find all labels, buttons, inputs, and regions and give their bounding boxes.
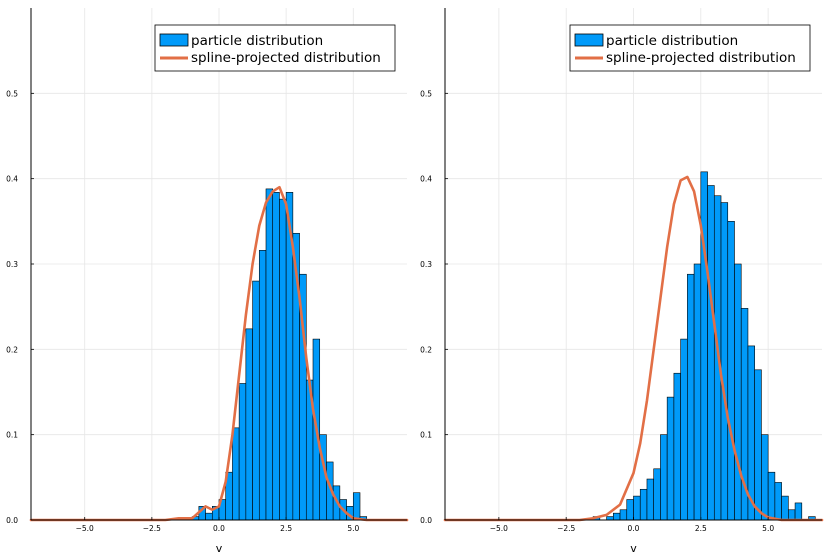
histogram-bar <box>653 468 661 521</box>
histogram-bar <box>734 263 742 521</box>
histogram-bar <box>720 202 729 521</box>
histogram-bar <box>727 221 735 521</box>
histogram-bar <box>626 499 634 521</box>
y-tick-label: 0.4 <box>6 175 18 184</box>
histogram-bar <box>238 383 247 521</box>
x-tick-label: −5.0 <box>490 524 508 533</box>
y-tick-label: 0.2 <box>6 345 18 354</box>
histogram-bar <box>754 369 762 521</box>
y-tick-label: 0.4 <box>420 175 432 184</box>
histogram-bar <box>272 192 280 521</box>
histogram-bar <box>639 488 648 521</box>
x-axis-label: v <box>216 542 223 554</box>
histogram-bar <box>633 495 641 521</box>
histogram-bar <box>660 434 668 521</box>
legend-label-spline: spline-projected distribution <box>191 50 381 66</box>
y-tick-label: 0.3 <box>6 260 18 269</box>
histogram-bar <box>245 328 253 521</box>
x-tick-label: 2.5 <box>695 524 707 533</box>
x-tick-label: −5.0 <box>76 524 94 533</box>
legend-label-spline: spline-projected distribution <box>606 50 796 66</box>
x-axis-label: v <box>630 542 637 554</box>
histogram-bar <box>687 273 695 521</box>
x-tick-label: 0.0 <box>628 524 640 533</box>
histogram-bar <box>646 478 654 521</box>
y-tick-label: 0.5 <box>6 89 18 98</box>
histogram-bar <box>680 338 688 521</box>
histogram-bars <box>191 188 368 521</box>
x-tick-label: 5.0 <box>762 524 774 533</box>
histogram-bar <box>232 427 240 521</box>
histogram-bar <box>794 502 803 521</box>
y-tick-label: 0.0 <box>6 516 18 525</box>
legend-label-histogram: particle distribution <box>191 33 323 49</box>
legend-swatch-histogram <box>574 33 604 47</box>
spline-line <box>29 185 409 522</box>
y-tick-label: 0.1 <box>6 431 18 440</box>
histogram-bar <box>707 185 715 521</box>
x-tick-label: 0.0 <box>213 524 225 533</box>
histogram-bar <box>781 495 789 521</box>
y-tick-label: 0.2 <box>420 345 432 354</box>
y-tick-label: 0.1 <box>420 431 432 440</box>
y-tick-label: 0.3 <box>420 260 432 269</box>
legend-swatch-histogram <box>159 33 189 47</box>
histogram-bar <box>613 512 621 521</box>
histogram-bar <box>252 280 260 521</box>
histogram-bar <box>666 396 675 521</box>
histogram-bar <box>788 509 796 521</box>
histogram-bar <box>761 434 769 521</box>
histogram-bar <box>619 509 628 521</box>
histogram-bar <box>258 250 267 521</box>
legend-box <box>569 24 811 72</box>
x-tick-label: 5.0 <box>347 524 359 533</box>
histogram-bar <box>606 516 614 521</box>
y-tick-label: 0.5 <box>420 89 432 98</box>
legend-box <box>154 24 396 72</box>
histogram-bar <box>693 263 702 521</box>
x-tick-label: 2.5 <box>280 524 292 533</box>
histogram-bar <box>767 471 776 521</box>
histogram-bar <box>673 372 681 521</box>
x-tick-label: −2.5 <box>557 524 575 533</box>
subplot-1: −5.0 −2.5 0.0 2.5 5.0 0.0 0.1 0.2 0.3 0.4 0.5 v part… <box>6 8 409 554</box>
histogram-bar <box>279 198 287 521</box>
spline-line <box>443 175 824 522</box>
histogram-bar <box>774 482 782 521</box>
histogram-bar <box>205 512 213 521</box>
histogram-bar <box>352 492 361 521</box>
subplot-2: −5.0 −2.5 0.0 2.5 5.0 0.0 0.1 0.2 0.3 0.4 0.5 v part… <box>420 8 824 554</box>
x-tick-label: −2.5 <box>143 524 161 533</box>
histogram-bar <box>265 188 274 521</box>
legend-label-histogram: particle distribution <box>606 33 738 49</box>
y-tick-label: 0.0 <box>420 516 432 525</box>
histogram-bars <box>592 171 816 521</box>
